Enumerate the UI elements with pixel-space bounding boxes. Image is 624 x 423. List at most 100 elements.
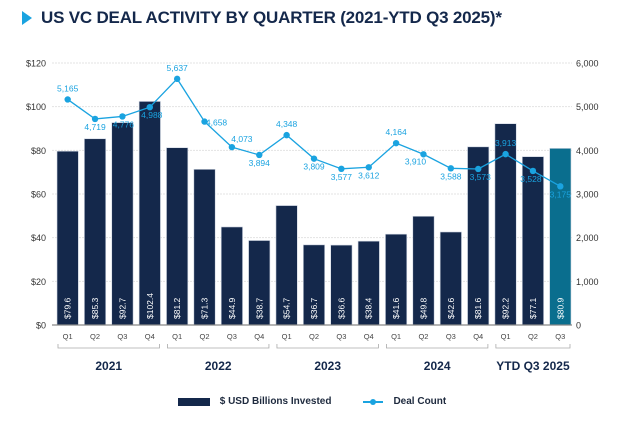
deal-count-label: 3,573 [470,172,492,182]
x-tick-label: Q1 [501,332,511,341]
bar-value-label: $38.7 [254,297,264,319]
x-tick-label: Q2 [418,332,428,341]
bar-value-label: $85.3 [90,297,100,319]
group-label: YTD Q3 2025 [496,359,570,373]
deal-count-point [228,143,236,151]
deal-count-point [201,118,208,125]
group-label: 2024 [424,359,451,373]
bar-value-label: $77.1 [528,297,538,319]
x-tick-label: Q1 [63,332,73,341]
y-tick-label-left: $80 [31,146,46,156]
deal-count-label: 4,776 [113,119,135,129]
deal-count-label: 3,175 [550,189,572,199]
y-tick-label-right: 1,000 [576,277,599,287]
x-tick-label: Q4 [473,332,483,341]
deal-count-point [447,165,455,172]
legend-item-deal-count: Deal Count [363,396,446,407]
x-tick-label: Q4 [364,332,374,341]
legend-label-invested: $ USD Billions Invested [219,396,332,407]
bar-value-label: $80.9 [555,297,565,319]
x-tick-label: Q3 [336,332,346,341]
bar-value-label: $54.7 [282,297,292,319]
bar [111,122,134,326]
group-bracket [57,344,160,349]
group-label: 2021 [95,359,122,373]
bar-value-label: $36.7 [309,297,319,319]
x-tick-label: Q4 [254,332,264,341]
y-tick-label-right: 5,000 [576,102,599,112]
y-tick-label-right: 2,000 [576,233,599,243]
group-bracket [495,344,571,349]
deal-count-point [475,165,482,173]
deal-count-point [420,151,427,158]
bar-value-label: $71.3 [200,297,210,319]
deal-count-point [91,115,99,123]
y-tick-label-left: $60 [31,190,46,200]
legend-bar-swatch-icon [177,397,210,406]
deal-count-label: 4,348 [276,119,298,129]
deal-count-label: 4,719 [84,122,106,132]
deal-count-label: 5,637 [167,63,189,73]
deal-count-label: 3,577 [331,172,353,182]
x-tick-label: Q2 [200,332,210,341]
deal-count-label: 4,988 [141,110,163,120]
chart-title: US VC DEAL ACTIVITY BY QUARTER (2021-YTD… [41,8,502,27]
deal-count-point [119,113,126,120]
deal-count-point [256,151,263,159]
deal-count-label: 3,588 [440,171,462,181]
x-tick-label: Q1 [282,332,292,341]
y-tick-label-left: $40 [31,233,46,243]
deal-count-label: 3,528 [520,174,542,184]
deal-count-label: 3,910 [405,156,427,166]
bar-value-label: $81.6 [473,297,483,319]
deal-count-label: 3,809 [303,162,325,172]
group-bracket [276,344,379,349]
deal-count-label: 4,658 [206,118,228,128]
y-tick-label-right: 6,000 [576,59,599,69]
bar-value-label: $79.6 [63,297,73,319]
deal-count-label: 5,165 [57,83,79,93]
x-tick-label: Q3 [117,332,127,341]
bar-value-label: $42.6 [446,297,456,319]
bar-value-label: $92.2 [501,297,511,319]
deal-count-point [365,164,372,171]
x-tick-label: Q3 [555,332,565,341]
legend-label-deal-count: Deal Count [393,396,447,407]
y-tick-label-left: $20 [31,277,46,287]
title-arrow-icon [22,11,32,25]
x-tick-label: Q2 [309,332,319,341]
bar-value-label: $44.9 [227,297,237,319]
y-tick-label-left: $100 [26,102,46,112]
y-tick-label-right: 0 [576,321,581,331]
chart-area: $0 $20 $40 $60 $80 $100 $120 0 1,000 2,000 3,000 4,… [26,59,599,374]
bar-value-label: $41.6 [391,297,401,319]
x-tick-label: Q1 [391,332,401,341]
deal-count-label: 3,913 [495,138,517,148]
x-tick-label: Q3 [227,332,237,341]
bar-value-label: $49.8 [418,297,428,319]
deal-count-point [310,155,318,162]
deal-count-point [557,183,564,190]
x-tick-label: Q3 [446,332,456,341]
bar [138,101,161,326]
deal-count-label: 4,164 [385,127,407,137]
bar-value-label: $81.2 [172,297,182,319]
y-tick-label-left: $120 [26,59,46,69]
deal-count-label: 3,894 [249,158,271,168]
bar-value-label: $102.4 [145,293,155,319]
bar-value-label: $38.4 [364,297,374,319]
legend-item-invested: $ USD Billions Invested [177,396,332,407]
x-tick-label: Q4 [145,332,155,341]
deal-count-point [529,167,537,175]
bar [84,138,107,326]
y-tick-label-right: 3,000 [576,190,599,200]
bar-value-label: $36.6 [336,297,346,319]
group-label: 2022 [205,359,232,373]
deal-count-point [283,131,290,139]
x-tick-label: Q2 [90,332,100,341]
deal-count-label: 3,612 [358,170,380,180]
y-tick-label-left: $0 [36,321,46,331]
legend-line-swatch-icon [363,398,384,405]
deal-count-point [392,139,400,147]
chart-title-wrap: US VC DEAL ACTIVITY BY QUARTER (2021-YTD… [22,8,502,28]
